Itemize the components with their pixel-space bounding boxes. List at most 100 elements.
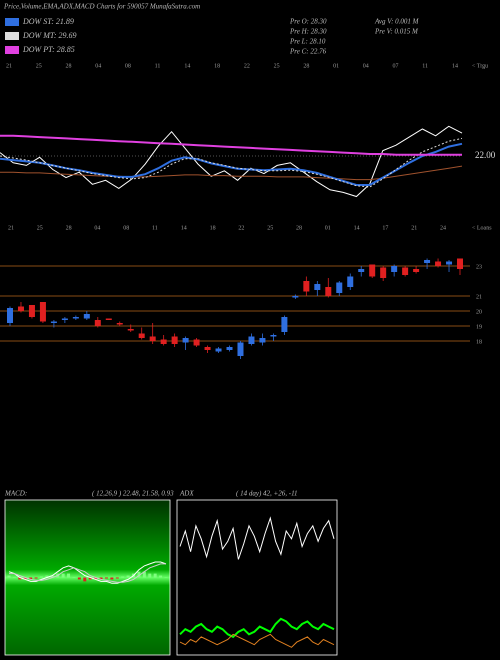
x-tick-label: 28 — [303, 63, 309, 69]
x-tick-label: 21 — [411, 225, 417, 231]
candle-body — [391, 266, 398, 272]
series-line — [0, 142, 463, 186]
candle-body — [182, 338, 189, 343]
candle-body — [116, 323, 123, 325]
candle-body — [204, 347, 211, 350]
histogram-bar — [121, 576, 125, 578]
x-tick-label: 08 — [123, 225, 129, 231]
histogram-bar — [110, 577, 114, 580]
x-tick-label: 11 — [152, 225, 158, 231]
x-tick-label: 14 — [181, 225, 187, 231]
x-tick-label: 24 — [440, 225, 446, 231]
series-line — [9, 563, 166, 583]
legend-label: DOW MT: 29.69 — [22, 31, 77, 40]
legend-swatch — [5, 32, 19, 40]
candle-body — [215, 348, 222, 352]
x-tick-label: 21 — [8, 225, 14, 231]
histogram-bar — [61, 573, 65, 578]
histogram-bar — [72, 577, 76, 578]
candle-body — [193, 339, 200, 346]
histogram-bar — [23, 577, 27, 580]
x-tick-label: 25 — [36, 63, 42, 69]
x-tick-label: 25 — [267, 225, 273, 231]
candle-body — [7, 308, 13, 323]
x-tick-label: 25 — [274, 63, 280, 69]
legend-swatch — [5, 46, 19, 54]
x-tick-label: 01 — [333, 63, 339, 69]
candle-body — [314, 284, 321, 290]
y-tick-label: 21 — [476, 294, 482, 300]
histogram-bar — [104, 577, 108, 579]
candle-body — [358, 269, 365, 272]
candle-body — [72, 317, 79, 319]
histogram-bar — [94, 577, 98, 580]
x-tick-label: 17 — [382, 225, 388, 231]
x-tick-label: 28 — [66, 225, 72, 231]
histogram-bar — [39, 576, 43, 578]
x-tick-label: 14 — [354, 225, 360, 231]
candle-body — [270, 335, 277, 337]
series-line — [179, 617, 335, 639]
candle-body — [50, 321, 57, 323]
x-tick-label: 28 — [65, 63, 71, 69]
candle-body — [138, 333, 145, 338]
candle-body — [226, 347, 233, 350]
y-tick-label: 19 — [476, 324, 482, 330]
x-tick-label: 04 — [95, 63, 101, 69]
x-tick-label: 22 — [238, 225, 244, 231]
candle-body — [325, 287, 332, 296]
candle-body — [292, 296, 299, 298]
series-line — [8, 561, 167, 584]
series-line — [0, 134, 462, 156]
candle-body — [347, 276, 354, 287]
info-text: Pre O: 28.30 — [289, 18, 327, 26]
histogram-bar — [77, 577, 81, 580]
histogram-bar — [126, 575, 130, 578]
candle-body — [402, 267, 409, 275]
info-text: Avg V: 0.001 M — [374, 18, 420, 26]
adx-panel — [176, 499, 338, 656]
series-line — [0, 165, 463, 181]
panel-subtitle: ( 12,26,9 ) 22.48, 21.58, 0.93 — [92, 490, 174, 498]
y-tick-label: 22.00 — [475, 150, 496, 160]
candle-body — [259, 338, 266, 343]
candle-body — [457, 258, 463, 269]
histogram-bar — [164, 577, 168, 578]
histogram-bar — [18, 577, 22, 580]
candle-body — [281, 317, 288, 332]
y-tick-label: 18 — [476, 339, 482, 345]
y-tick-label: 23 — [476, 264, 482, 270]
histogram-bar — [115, 577, 119, 579]
histogram-bar — [83, 577, 87, 582]
candle-body — [61, 318, 68, 320]
candle-body — [303, 281, 310, 292]
histogram-bar — [50, 575, 54, 578]
candle-body — [248, 336, 255, 344]
x-tick-label: 04 — [94, 225, 100, 231]
axis-note: < Loans — [472, 225, 492, 231]
x-tick-label: 11 — [422, 63, 428, 69]
histogram-bar — [45, 575, 49, 578]
histogram-bar — [142, 571, 146, 578]
histogram-bar — [148, 573, 152, 578]
candle-body — [127, 329, 134, 331]
candle-body — [149, 336, 156, 341]
candle-body — [369, 264, 376, 277]
series-line — [0, 137, 463, 188]
x-tick-label: 07 — [393, 63, 399, 69]
candle-body — [237, 342, 244, 356]
histogram-bar — [153, 573, 157, 578]
axis-note: < Trgu — [472, 63, 488, 69]
x-tick-label: 25 — [37, 225, 43, 231]
panel-subtitle: ( 14 day) 42, +26, -11 — [236, 490, 298, 498]
histogram-bar — [159, 575, 163, 578]
macd-frame — [4, 499, 171, 656]
candle-body — [336, 282, 343, 293]
candle-body — [105, 318, 112, 320]
x-tick-label: 22 — [244, 63, 250, 69]
candle-body — [94, 320, 101, 326]
info-text: Pre H: 28.30 — [289, 28, 327, 36]
x-tick-label: 14 — [184, 63, 190, 69]
histogram-bar — [12, 577, 16, 578]
candle-body — [435, 261, 442, 266]
